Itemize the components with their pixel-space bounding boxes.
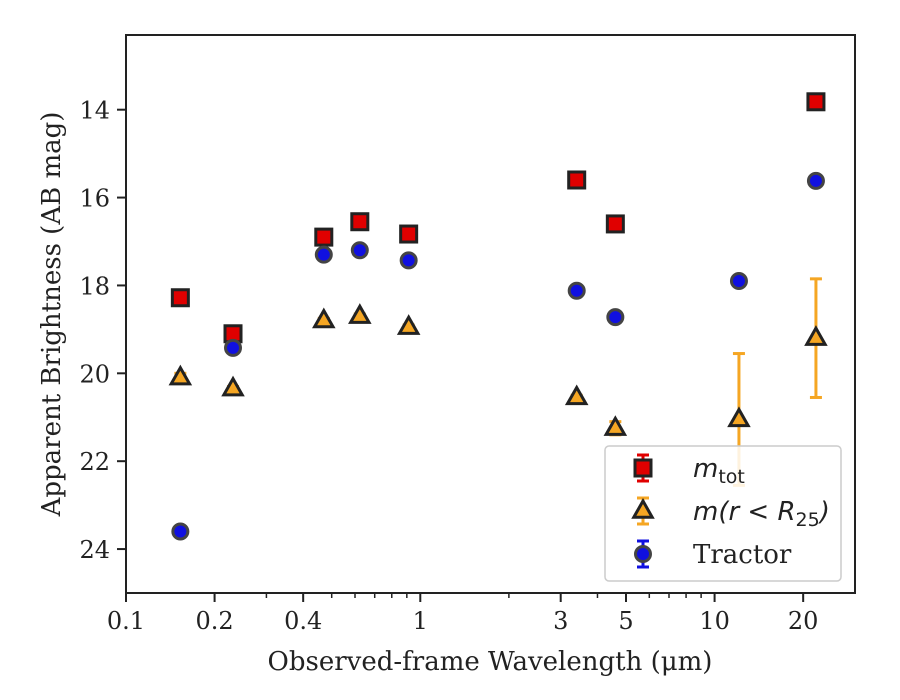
x-tick-label: 0.2 — [196, 607, 234, 635]
axis-ticks: 0.1 0.2 0.4 1 3 5 10 20 14 16 18 20 22 24 — [79, 97, 818, 635]
data-point-square — [567, 170, 587, 190]
plot-frame — [125, 34, 856, 594]
data-point-triangle — [312, 307, 336, 329]
legend-marker-circle — [634, 545, 652, 563]
data-point-circle — [224, 338, 243, 357]
data-point-circle — [314, 245, 333, 264]
legend-box — [604, 445, 842, 582]
data-point-triangle — [603, 415, 628, 436]
series-circle — [171, 171, 825, 541]
data-point-square — [350, 212, 370, 232]
data-point-triangle — [564, 384, 589, 406]
data-point-square — [314, 227, 334, 247]
plot-area — [168, 92, 828, 541]
data-point-triangle — [804, 325, 828, 346]
data-point-triangle — [348, 303, 372, 324]
data-point-square — [605, 214, 625, 234]
data-point-triangle — [221, 375, 245, 397]
data-point-circle — [806, 171, 825, 190]
x-tick-label: 0.1 — [107, 607, 145, 635]
data-point-circle — [350, 241, 369, 260]
data-point-circle — [567, 281, 586, 300]
series-square — [170, 92, 826, 344]
legend-label: Tractor — [693, 540, 792, 570]
data-point-square — [399, 224, 419, 244]
legend-marker-triangle — [631, 497, 655, 519]
data-point-triangle — [396, 314, 421, 335]
y-tick-label: 24 — [79, 536, 110, 564]
x-tick-label: 0.4 — [284, 607, 322, 635]
data-point-circle — [606, 308, 625, 327]
y-axis-label: Apparent Brightness (AB mag) — [37, 112, 67, 518]
data-point-circle — [171, 522, 190, 541]
x-tick-label: 1 — [413, 607, 428, 635]
y-tick-label: 20 — [79, 360, 110, 388]
legend: mtot m(r < R25) Tractor — [604, 445, 842, 582]
x-tick-label: 3 — [553, 607, 568, 635]
data-point-triangle — [727, 406, 751, 428]
y-tick-label: 18 — [79, 272, 110, 300]
x-tick-label: 10 — [699, 607, 730, 635]
data-point-square — [806, 92, 826, 112]
legend-label: mtot — [693, 454, 745, 488]
y-tick-label: 16 — [79, 185, 110, 213]
x-axis-label: Observed-frame Wavelength (μm) — [268, 647, 713, 677]
data-point-circle — [729, 272, 748, 291]
legend-label: m(r < R25) — [693, 497, 830, 531]
y-tick-label: 22 — [79, 448, 110, 476]
x-tick-label: 20 — [788, 607, 819, 635]
x-tick-label: 5 — [618, 607, 633, 635]
legend-marker-square — [633, 458, 653, 478]
y-tick-label: 14 — [79, 97, 110, 125]
data-point-circle — [399, 251, 418, 270]
data-point-square — [170, 288, 190, 308]
data-point-triangle — [168, 364, 193, 386]
